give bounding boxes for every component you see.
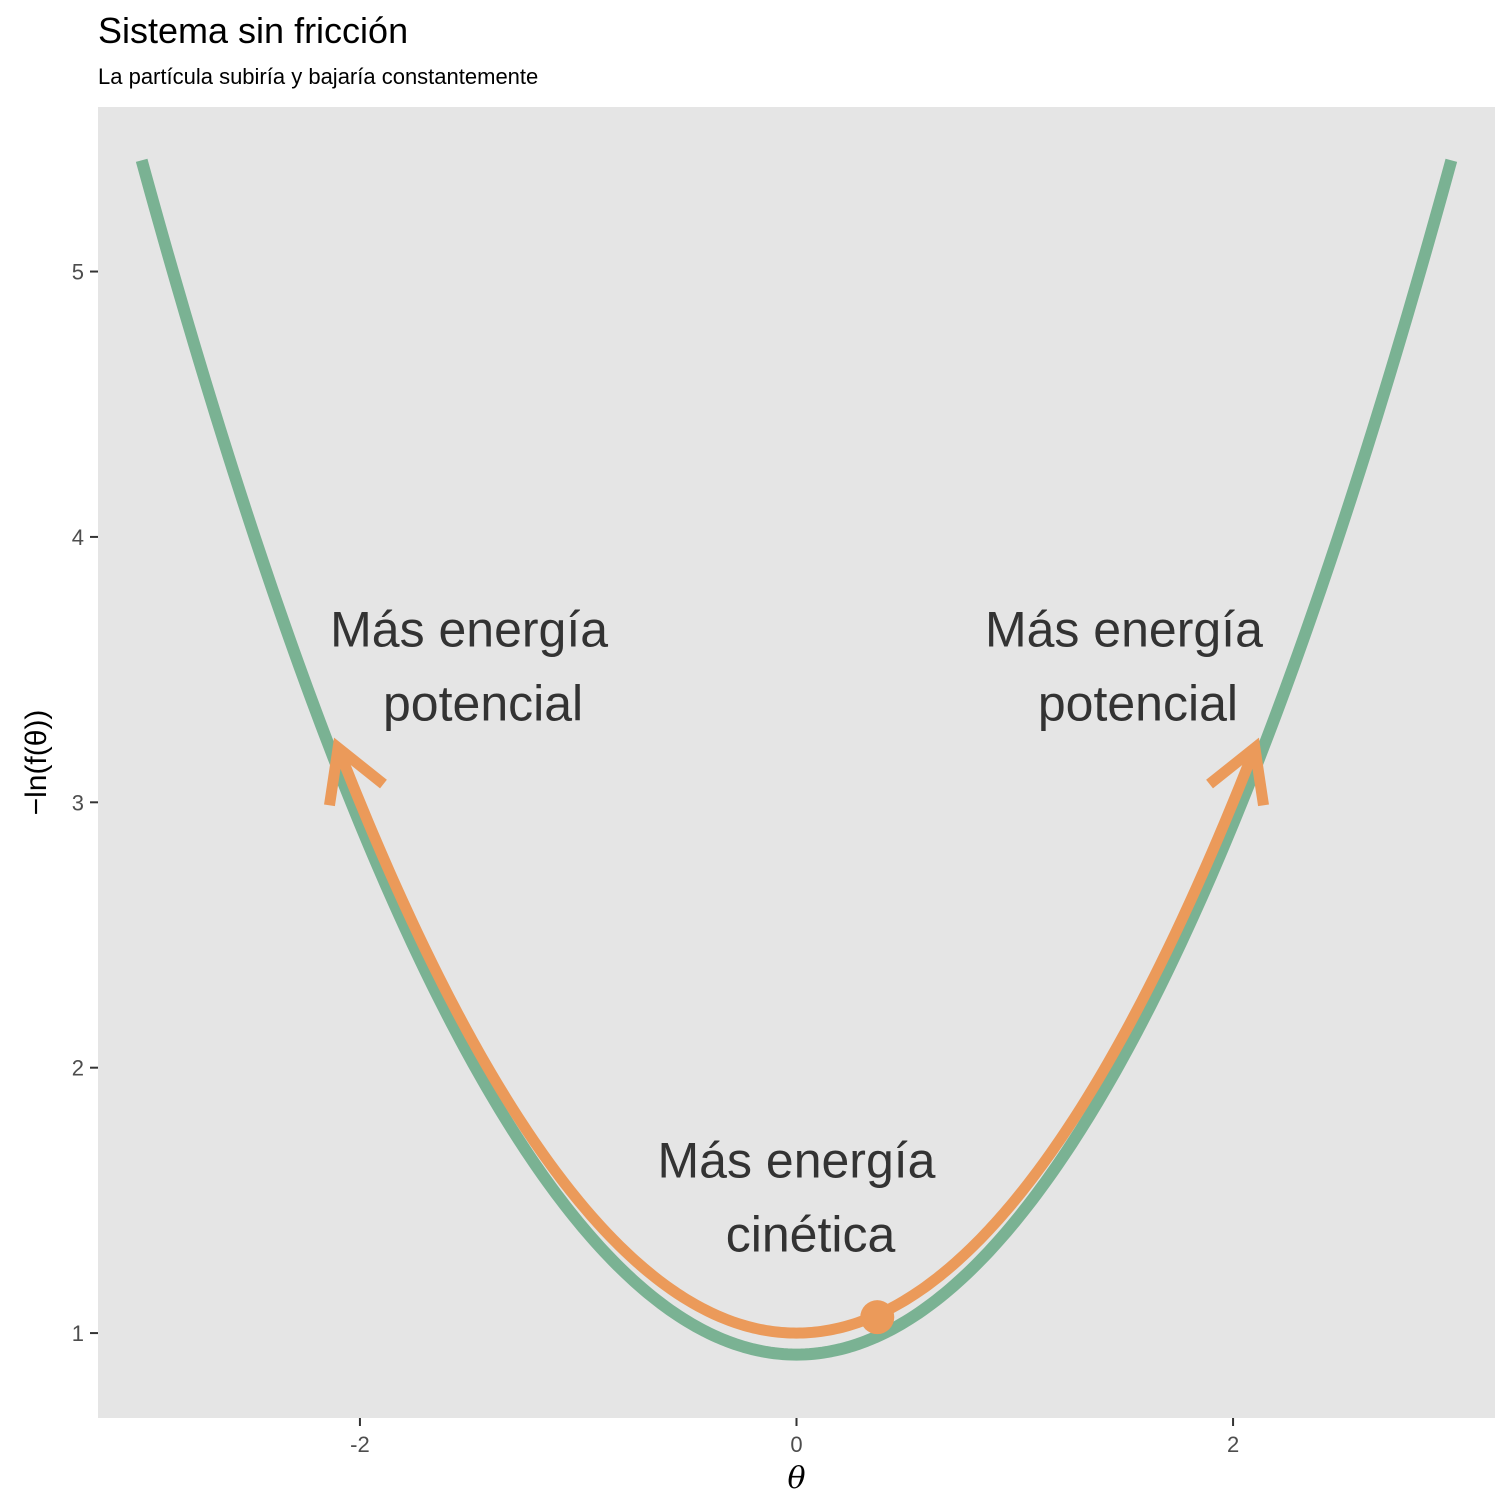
y-axis-title: −ln(f(θ)) bbox=[20, 710, 53, 816]
annotations-layer: Más energía potencial Más energía potencial… bbox=[330, 602, 1263, 1263]
arrowhead-left bbox=[324, 737, 387, 807]
annotation-line: potencial bbox=[383, 676, 583, 732]
y-tick-label: 1 bbox=[72, 1321, 84, 1346]
arrowhead-right bbox=[1206, 737, 1269, 807]
chart-subtitle: La partícula subiría y bajaría constante… bbox=[98, 64, 539, 89]
x-axis-title: θ bbox=[787, 1461, 805, 1496]
y-tick-label: 3 bbox=[72, 790, 84, 815]
annotation-label-3: Más energía cinética bbox=[658, 1132, 936, 1262]
x-axis: -2 0 2 bbox=[350, 1418, 1239, 1457]
potential-curve-line bbox=[135, 158, 1458, 1361]
x-tick-label: -2 bbox=[350, 1432, 370, 1457]
y-tick-label: 2 bbox=[72, 1056, 84, 1081]
y-tick-label: 4 bbox=[72, 525, 84, 550]
annotation-line: potencial bbox=[1038, 676, 1238, 732]
x-tick-label: 2 bbox=[1227, 1432, 1239, 1457]
particle-point bbox=[860, 1300, 895, 1335]
series-layer bbox=[135, 158, 1458, 1361]
annotation-line: cinética bbox=[726, 1206, 896, 1262]
y-tick-label: 5 bbox=[72, 260, 84, 285]
x-tick-label: 0 bbox=[790, 1432, 802, 1457]
annotation-label-1: Más energía potencial bbox=[330, 602, 608, 732]
annotation-line: Más energía bbox=[330, 602, 608, 658]
annotation-label-2: Más energía potencial bbox=[985, 602, 1263, 732]
particle-path-line bbox=[332, 745, 1261, 1339]
y-axis: 1 2 3 4 5 bbox=[72, 260, 98, 1346]
chart-title: Sistema sin fricción bbox=[98, 10, 409, 51]
annotation-line: Más energía bbox=[985, 602, 1263, 658]
annotation-line: Más energía bbox=[658, 1132, 936, 1188]
